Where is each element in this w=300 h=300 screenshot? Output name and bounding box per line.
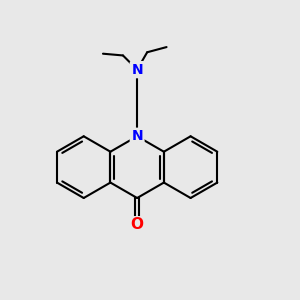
Text: N: N <box>131 63 143 76</box>
Text: O: O <box>130 217 144 232</box>
Text: N: N <box>131 129 143 143</box>
